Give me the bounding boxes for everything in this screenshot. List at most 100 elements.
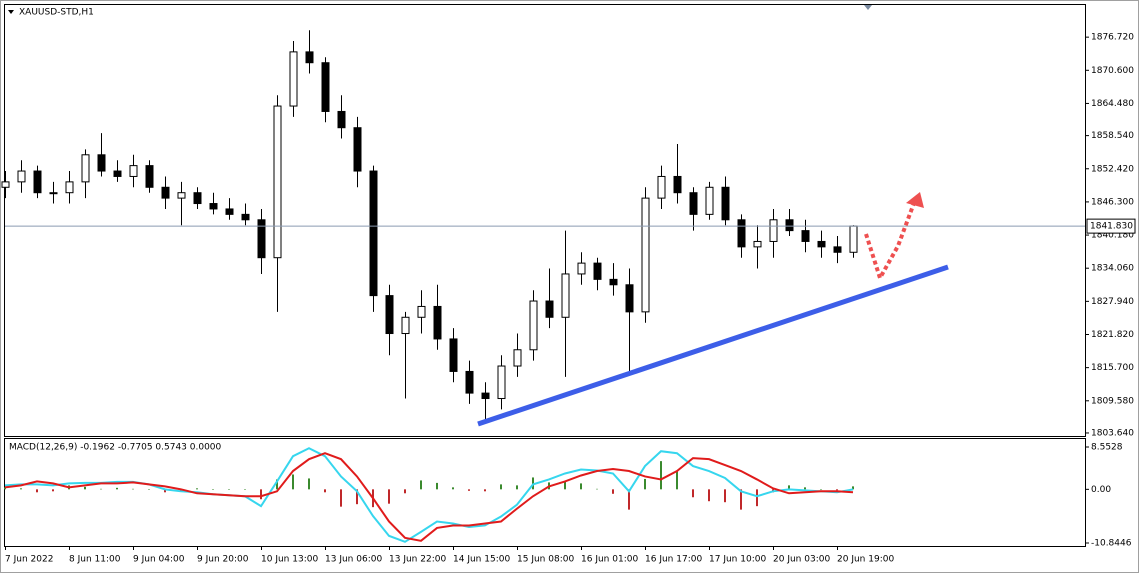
candle-body <box>33 170 42 194</box>
candle-body <box>801 230 810 242</box>
macd-line <box>4 452 854 542</box>
candle-body <box>849 225 858 253</box>
candle-body <box>609 278 618 286</box>
candle-body <box>465 370 474 394</box>
histogram-bar <box>100 488 102 490</box>
candle-body <box>209 203 218 210</box>
candle-body <box>497 365 506 400</box>
candle-body <box>161 186 170 199</box>
histogram-bar <box>596 488 598 490</box>
candle-body <box>481 392 490 400</box>
candle-body <box>785 219 794 232</box>
candle-body <box>737 219 746 248</box>
histogram-bar <box>500 484 502 490</box>
current-price-label: 1841.830 <box>1090 222 1133 232</box>
candle-body <box>225 208 234 215</box>
y-tick-label: 1876.720 <box>1091 33 1134 43</box>
candle-body <box>593 262 602 280</box>
histogram-bar <box>580 483 582 490</box>
candle-body <box>257 219 266 259</box>
y-tick-label: 1834.060 <box>1091 264 1134 274</box>
candle-body <box>817 240 826 248</box>
y-tick-label: 1846.300 <box>1091 197 1134 207</box>
x-tick-label: 15 Jun 08:00 <box>517 555 574 565</box>
candle-body <box>65 181 74 194</box>
y-tick-label: 1827.940 <box>1091 297 1134 307</box>
candle-body <box>545 300 554 318</box>
x-tick-label: 9 Jun 20:00 <box>197 555 249 565</box>
histogram-bar <box>820 489 822 490</box>
histogram-bar <box>836 489 838 491</box>
histogram-bar <box>20 488 22 490</box>
histogram-bar <box>356 489 358 505</box>
y-tick-label: 1815.700 <box>1091 363 1134 373</box>
histogram-bar <box>324 489 326 493</box>
candle-body <box>129 165 138 177</box>
histogram-bar <box>484 489 486 492</box>
histogram-bar <box>148 489 150 490</box>
candle-body <box>273 105 282 259</box>
x-tick-label: 20 Jun 19:00 <box>837 555 894 565</box>
current-price-box <box>1086 218 1136 234</box>
histogram-bar <box>340 489 342 507</box>
histogram-bar <box>628 489 630 510</box>
candle-body <box>433 305 442 340</box>
x-tick-label: 16 Jun 17:00 <box>645 555 702 565</box>
candle-body <box>1 181 10 188</box>
histogram-bar <box>804 487 806 490</box>
forecast-arrowhead <box>906 192 924 208</box>
candle-body <box>721 186 730 221</box>
y-tick-label: 1870.600 <box>1091 66 1134 76</box>
x-tick-label: 9 Jun 04:00 <box>133 555 185 565</box>
histogram-bar <box>196 488 198 490</box>
candle-body <box>321 62 330 112</box>
trend-line <box>477 264 949 427</box>
candle-body <box>641 197 650 313</box>
histogram-bar <box>84 486 86 490</box>
y-tick-label: 1821.820 <box>1091 330 1134 340</box>
histogram-bar <box>212 489 214 490</box>
candle-body <box>689 192 698 215</box>
histogram-bar <box>436 482 438 490</box>
histogram-bar <box>468 489 470 491</box>
y-tick-label: 1858.540 <box>1091 131 1134 141</box>
candle-body <box>49 192 58 195</box>
histogram-bar <box>676 471 678 490</box>
candle-body <box>657 175 666 199</box>
candle-body <box>577 262 586 275</box>
x-tick-label: 7 Jun 2022 <box>5 555 53 565</box>
histogram-bar <box>660 461 662 490</box>
candle-body <box>113 170 122 177</box>
candle-body <box>193 192 202 205</box>
x-tick-label: 8 Jun 11:00 <box>69 555 121 565</box>
shift-marker <box>864 5 872 10</box>
histogram-bar <box>788 485 790 490</box>
candle-body <box>401 316 410 335</box>
histogram-bar <box>388 489 390 504</box>
y-tick-label: 0.00 <box>1091 485 1111 495</box>
candle-body <box>449 338 458 372</box>
y-tick-label: 1840.180 <box>1091 231 1134 241</box>
histogram-bar <box>404 489 406 494</box>
histogram-bar <box>276 479 278 490</box>
candle-body <box>769 219 778 242</box>
histogram-bar <box>292 474 294 490</box>
histogram-bar <box>612 489 614 494</box>
histogram-bar <box>36 489 38 493</box>
macd-title: MACD(12,26,9) -0.1962 -0.7705 0.5743 0.0… <box>9 443 222 453</box>
histogram-bar <box>132 488 134 490</box>
collapse-icon[interactable] <box>8 10 14 14</box>
y-tick-label: -10.8446 <box>1091 539 1132 549</box>
candle-body <box>833 246 842 253</box>
candle-body <box>97 154 106 172</box>
histogram-bar <box>644 478 646 490</box>
x-tick-label: 16 Jun 01:00 <box>581 555 638 565</box>
histogram-bar <box>420 480 422 490</box>
macd-panel <box>4 438 1086 547</box>
candle-body <box>385 295 394 335</box>
x-tick-label: 10 Jun 13:00 <box>261 555 318 565</box>
histogram-bar <box>4 487 6 490</box>
histogram-bar <box>724 489 726 503</box>
histogram-bar <box>740 489 742 510</box>
